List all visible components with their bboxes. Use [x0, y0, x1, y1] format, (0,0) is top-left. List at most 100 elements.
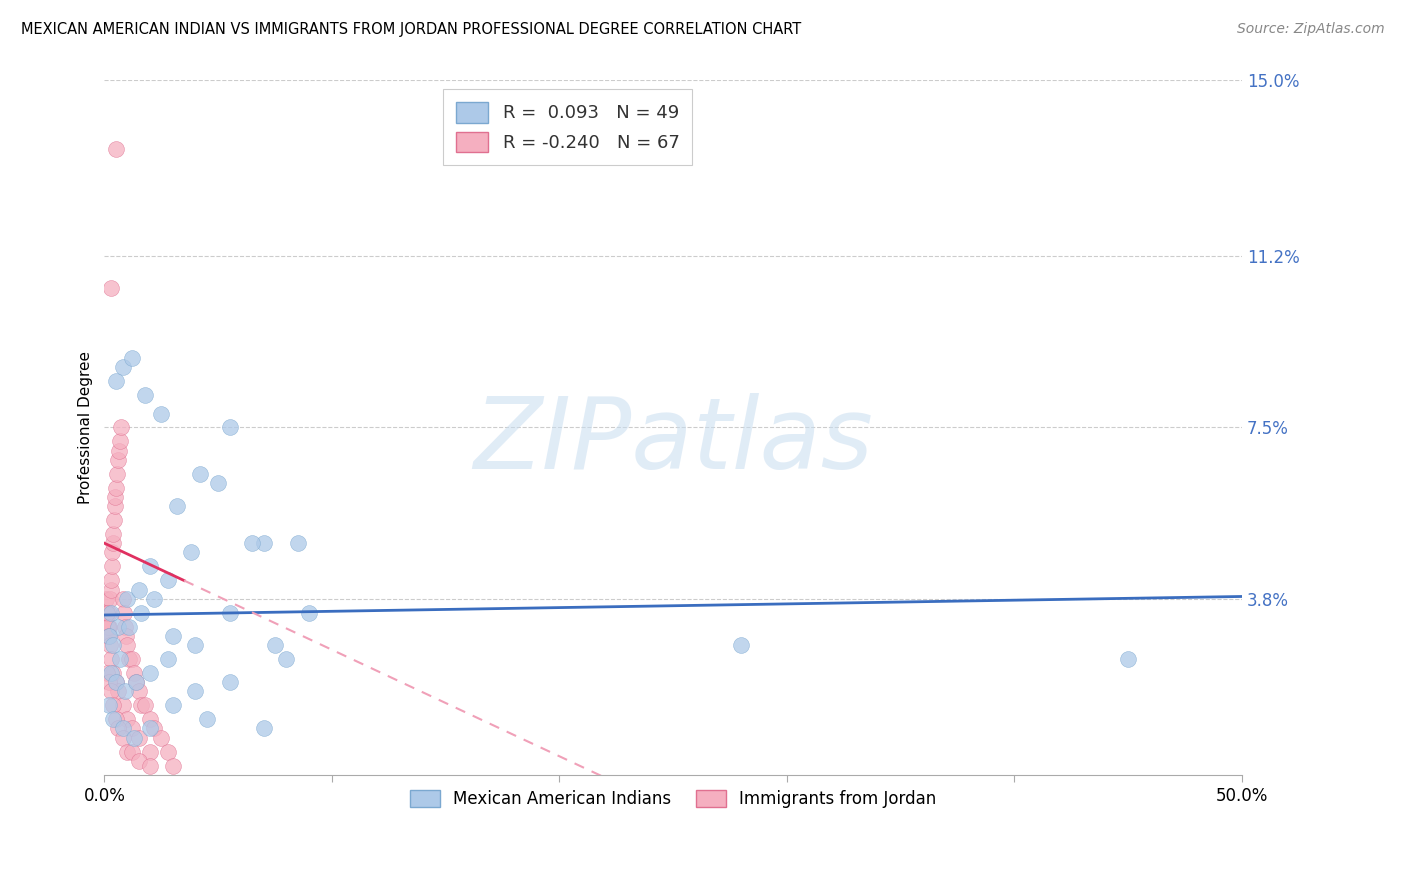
Point	[730, 638, 752, 652]
Point	[128, 684, 150, 698]
Point	[157, 652, 180, 666]
Point	[129, 698, 152, 713]
Point	[139, 665, 162, 680]
Point	[111, 731, 134, 745]
Point	[218, 420, 240, 434]
Point	[128, 582, 150, 597]
Point	[122, 731, 145, 745]
Point	[98, 606, 121, 620]
Point	[1116, 652, 1139, 666]
Point	[103, 665, 125, 680]
Point	[110, 420, 132, 434]
Point	[100, 652, 122, 666]
Point	[122, 665, 145, 680]
Point	[94, 591, 117, 606]
Point	[101, 545, 124, 559]
Point	[96, 665, 118, 680]
Point	[188, 467, 211, 481]
Point	[103, 513, 125, 527]
Point	[96, 606, 118, 620]
Point	[253, 722, 276, 736]
Point	[107, 684, 129, 698]
Point	[276, 652, 298, 666]
Point	[218, 606, 240, 620]
Point	[104, 675, 127, 690]
Point	[115, 638, 138, 652]
Point	[104, 490, 127, 504]
Point	[101, 536, 124, 550]
Text: ZIPatlas: ZIPatlas	[474, 392, 873, 490]
Point	[111, 591, 134, 606]
Point	[139, 712, 162, 726]
Point	[184, 684, 207, 698]
Point	[134, 388, 156, 402]
Point	[114, 619, 136, 633]
Point	[115, 629, 138, 643]
Point	[157, 574, 180, 588]
Point	[107, 619, 129, 633]
Legend: Mexican American Indians, Immigrants from Jordan: Mexican American Indians, Immigrants fro…	[404, 783, 943, 815]
Point	[121, 351, 143, 365]
Point	[97, 698, 120, 713]
Point	[162, 698, 184, 713]
Point	[162, 629, 184, 643]
Text: MEXICAN AMERICAN INDIAN VS IMMIGRANTS FROM JORDAN PROFESSIONAL DEGREE CORRELATIO: MEXICAN AMERICAN INDIAN VS IMMIGRANTS FR…	[21, 22, 801, 37]
Point	[96, 619, 118, 633]
Point	[100, 574, 122, 588]
Point	[162, 758, 184, 772]
Point	[118, 652, 141, 666]
Point	[104, 481, 127, 495]
Point	[97, 629, 120, 643]
Point	[104, 675, 127, 690]
Point	[104, 712, 127, 726]
Point	[143, 722, 166, 736]
Point	[218, 675, 240, 690]
Point	[264, 638, 287, 652]
Point	[97, 619, 120, 633]
Point	[96, 606, 118, 620]
Point	[104, 374, 127, 388]
Point	[100, 582, 122, 597]
Point	[100, 606, 122, 620]
Point	[125, 675, 148, 690]
Point	[287, 536, 309, 550]
Point	[298, 606, 321, 620]
Point	[150, 731, 173, 745]
Point	[115, 712, 138, 726]
Y-axis label: Professional Degree: Professional Degree	[79, 351, 93, 504]
Text: Source: ZipAtlas.com: Source: ZipAtlas.com	[1237, 22, 1385, 37]
Point	[103, 698, 125, 713]
Point	[111, 722, 134, 736]
Point	[100, 281, 122, 295]
Point	[107, 452, 129, 467]
Point	[97, 619, 120, 633]
Point	[121, 722, 143, 736]
Point	[128, 731, 150, 745]
Point	[115, 591, 138, 606]
Point	[166, 499, 188, 513]
Point	[180, 545, 202, 559]
Point	[105, 467, 128, 481]
Point	[118, 619, 141, 633]
Point	[240, 536, 263, 550]
Point	[139, 745, 162, 759]
Point	[103, 527, 125, 541]
Point	[121, 745, 143, 759]
Point	[207, 475, 229, 490]
Point	[112, 606, 135, 620]
Point	[107, 722, 129, 736]
Point	[103, 638, 125, 652]
Point	[104, 143, 127, 157]
Point	[100, 559, 122, 574]
Point	[111, 698, 134, 713]
Point	[110, 652, 132, 666]
Point	[114, 684, 136, 698]
Point	[110, 434, 132, 449]
Point	[96, 606, 118, 620]
Point	[157, 745, 180, 759]
Point	[125, 675, 148, 690]
Point	[184, 638, 207, 652]
Point	[103, 712, 125, 726]
Point	[253, 536, 276, 550]
Point	[139, 559, 162, 574]
